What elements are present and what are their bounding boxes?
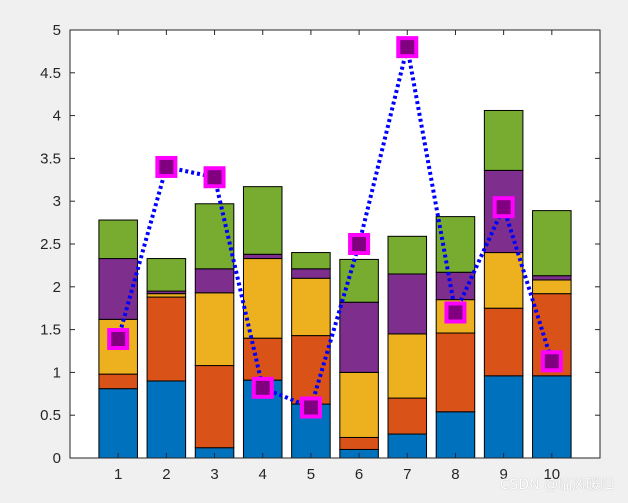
bar-segment-4-2 xyxy=(242,337,283,381)
x-tick-label: 2 xyxy=(162,466,170,483)
bar-segment-5-3 xyxy=(291,277,331,337)
bar-segment-10-3 xyxy=(532,279,572,295)
line-point-6 xyxy=(348,233,371,255)
bar-segment-6-3 xyxy=(339,371,379,438)
line-series xyxy=(116,46,554,411)
x-tick-label: 3 xyxy=(210,466,218,483)
bar-segment-5-2 xyxy=(291,335,331,405)
axes-layer: 1 2 3 4 5 6 7 8 9 10 0 0.5 1 1.5 2 2.5 3 3.5 4 4.5 5 xyxy=(40,22,601,483)
y-tick-label: 3.5 xyxy=(40,150,61,167)
bar-segment-5-4 xyxy=(291,268,331,279)
bar-segment-10-4 xyxy=(532,275,572,281)
y-tick-label: 1 xyxy=(53,364,61,381)
line-point-3 xyxy=(203,166,226,189)
y-tick-label: 4.5 xyxy=(40,65,61,82)
bar-segment-1-5 xyxy=(98,219,138,260)
line-point-1 xyxy=(107,328,130,351)
bar-segment-4-4 xyxy=(242,253,283,260)
x-tick-label: 1 xyxy=(114,466,122,483)
y-tick-label: 1.5 xyxy=(40,322,61,339)
bar-segment-6-4 xyxy=(339,301,379,373)
line-point-2 xyxy=(155,155,178,178)
bar-segment-10-5 xyxy=(532,210,572,277)
bar-segment-2-5 xyxy=(146,258,187,292)
bar-segment-3-2 xyxy=(194,365,235,449)
y-tick-label: 0.5 xyxy=(40,407,61,424)
y-tick-label: 5 xyxy=(53,22,61,39)
bar-segment-7-3 xyxy=(387,333,428,399)
bar-segment-9-5 xyxy=(483,109,524,171)
y-tick-label: 2 xyxy=(53,279,61,296)
watermark: CSDN @临风暖阳 xyxy=(499,477,614,493)
line-layer xyxy=(107,36,563,419)
bar-segment-8-4 xyxy=(435,271,476,301)
x-tick-label: 9 xyxy=(499,466,507,483)
bar-segment-9-2 xyxy=(483,307,524,377)
line-point-9 xyxy=(492,196,515,219)
bar-segment-3-3 xyxy=(194,292,235,367)
x-tick-label: 4 xyxy=(259,466,267,483)
bar-segment-2-2 xyxy=(146,296,187,382)
bar-segment-3-4 xyxy=(194,268,235,294)
y-tick-label: 3 xyxy=(53,193,61,210)
x-tick-label: 5 xyxy=(307,466,315,483)
y-tick-label: 0 xyxy=(53,450,61,467)
bar-segment-7-5 xyxy=(387,235,428,275)
line-point-8 xyxy=(444,301,467,324)
bar-segment-10-1 xyxy=(532,375,572,459)
y-tick-label: 2.5 xyxy=(40,236,61,253)
bar-segment-6-2 xyxy=(339,436,379,450)
line-point-7 xyxy=(396,36,419,59)
bar-segment-1-1 xyxy=(98,388,138,459)
bar-segment-9-1 xyxy=(483,375,524,459)
bar-segment-1-4 xyxy=(98,258,138,320)
line-point-10 xyxy=(540,350,563,373)
bar-segment-2-1 xyxy=(146,380,187,459)
y-tick-label: 4 xyxy=(53,108,61,125)
x-tick-label: 8 xyxy=(451,466,459,483)
line-point-5 xyxy=(299,396,322,419)
x-tick-label: 7 xyxy=(403,466,411,483)
bar-segment-9-3 xyxy=(483,252,524,309)
bar-segment-7-2 xyxy=(387,397,428,435)
bar-segment-5-5 xyxy=(291,252,331,270)
x-tick-label: 10 xyxy=(543,466,560,483)
line-point-4 xyxy=(251,376,274,399)
bar-segment-6-5 xyxy=(339,258,379,303)
x-tick-label: 6 xyxy=(355,466,363,483)
bar-segment-4-5 xyxy=(242,186,283,255)
bar-segment-2-3 xyxy=(146,293,187,298)
bar-segment-7-4 xyxy=(387,273,428,335)
bar-segment-8-1 xyxy=(435,411,476,459)
bar-segment-1-2 xyxy=(98,373,138,390)
bar-segment-8-2 xyxy=(435,332,476,413)
